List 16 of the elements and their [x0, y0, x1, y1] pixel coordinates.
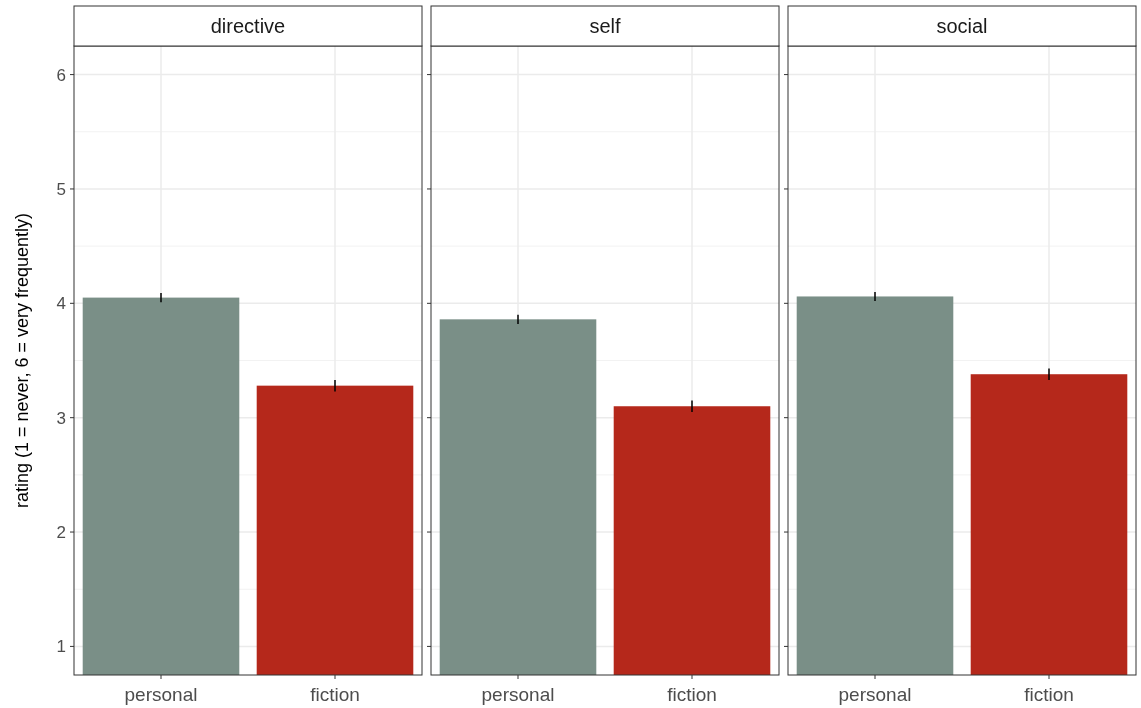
y-tick-label: 5	[56, 179, 66, 199]
y-tick-label: 3	[56, 408, 66, 428]
x-tick-label: fiction	[667, 684, 717, 705]
y-axis-title: rating (1 = never, 6 = very frequently)	[12, 212, 32, 509]
y-tick-label: 1	[56, 637, 66, 657]
x-tick-label: fiction	[310, 684, 360, 705]
x-tick-label: personal	[838, 684, 912, 705]
y-tick-label: 2	[56, 523, 66, 543]
chart-title: self	[589, 15, 621, 37]
x-tick-label: personal	[481, 684, 555, 705]
x-tick-label: fiction	[1024, 684, 1074, 705]
x-tick-label: personal	[124, 684, 198, 705]
y-tick-label: 6	[56, 65, 66, 85]
chart-title: directive	[210, 15, 286, 37]
y-tick-label: 4	[56, 294, 66, 314]
chart-title: social	[936, 15, 988, 37]
